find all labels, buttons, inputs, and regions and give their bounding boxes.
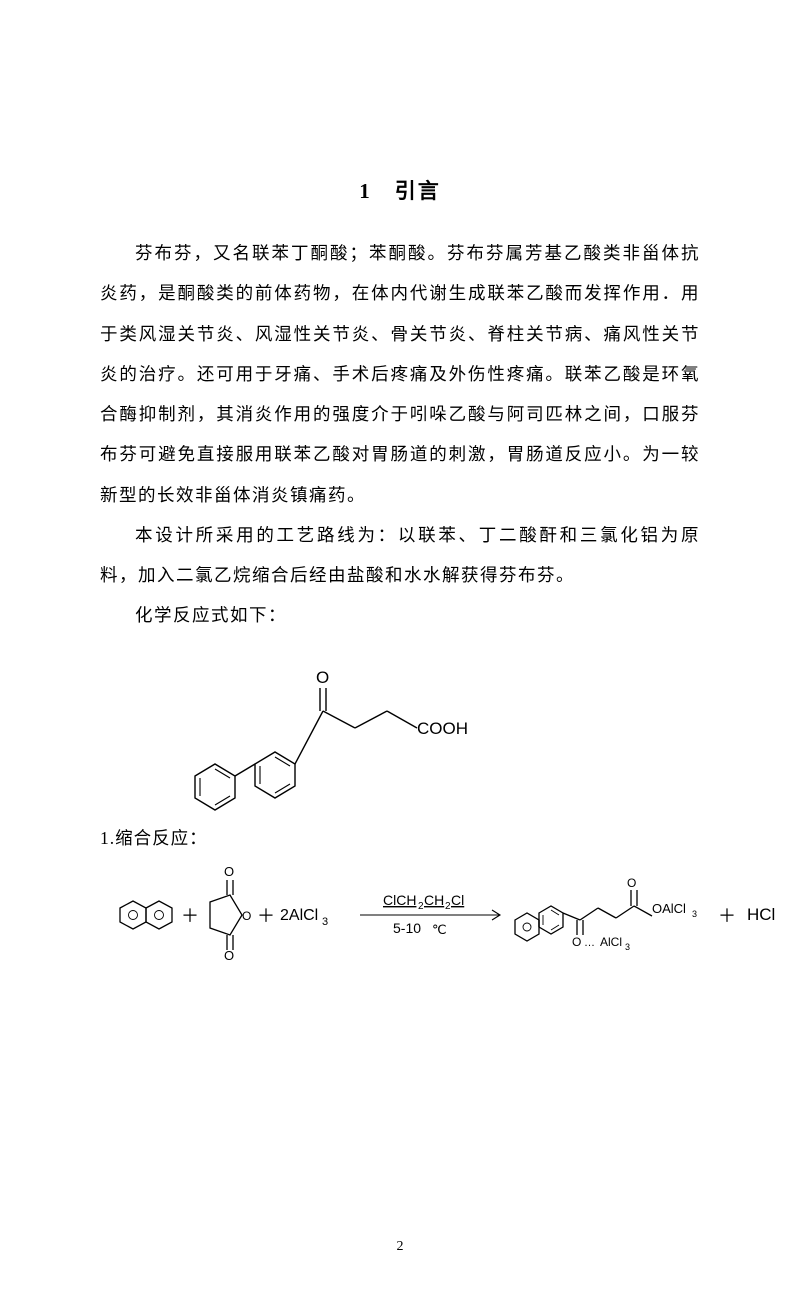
svg-text:＋: ＋ <box>718 906 736 926</box>
svg-text:＋: ＋ <box>181 906 199 926</box>
svg-text:COOH: COOH <box>417 719 468 738</box>
paragraph-1: 芬布芬，又名联苯丁酮酸；苯酮酸。芬布芬属芳基乙酸类非甾体抗炎药，是酮酸类的前体药… <box>100 233 700 515</box>
svg-text:ClCH: ClCH <box>383 892 416 908</box>
svg-text:＋: ＋ <box>257 906 275 926</box>
svg-text:OAlCl: OAlCl <box>652 901 686 916</box>
svg-text:O: O <box>242 909 251 923</box>
svg-text:3: 3 <box>625 942 630 952</box>
svg-text:℃: ℃ <box>432 922 447 937</box>
svg-text:O: O <box>572 935 581 949</box>
svg-text:AlCl: AlCl <box>600 935 622 949</box>
svg-text:CH: CH <box>424 892 444 908</box>
svg-text:O: O <box>627 876 636 890</box>
reaction-label: 1.缩合反应： <box>100 825 700 850</box>
svg-text:HCl: HCl <box>747 905 775 924</box>
product-structure-diagram: O COOH <box>160 666 700 811</box>
paragraph-3: 化学反应式如下： <box>100 595 700 635</box>
svg-text:5-10: 5-10 <box>393 920 421 936</box>
svg-text:…: … <box>584 937 594 949</box>
page-number: 2 <box>0 1239 800 1255</box>
section-title: 1 引言 <box>100 175 700 205</box>
svg-text:3: 3 <box>322 916 328 928</box>
svg-text:O: O <box>224 948 234 960</box>
svg-text:O: O <box>224 864 234 879</box>
svg-text:3: 3 <box>692 909 697 919</box>
svg-text:Cl: Cl <box>451 892 464 908</box>
paragraph-2: 本设计所采用的工艺路线为：以联苯、丁二酸酐和三氯化铝为原料，加入二氯乙烷缩合后经… <box>100 515 700 596</box>
svg-text:O: O <box>316 668 329 687</box>
svg-text:2AlCl: 2AlCl <box>280 907 318 924</box>
condensation-reaction-diagram: ＋ O O O ＋ 2AlCl 3 ClCH 2 CH 2 Cl 5-10 ℃ <box>100 860 700 960</box>
